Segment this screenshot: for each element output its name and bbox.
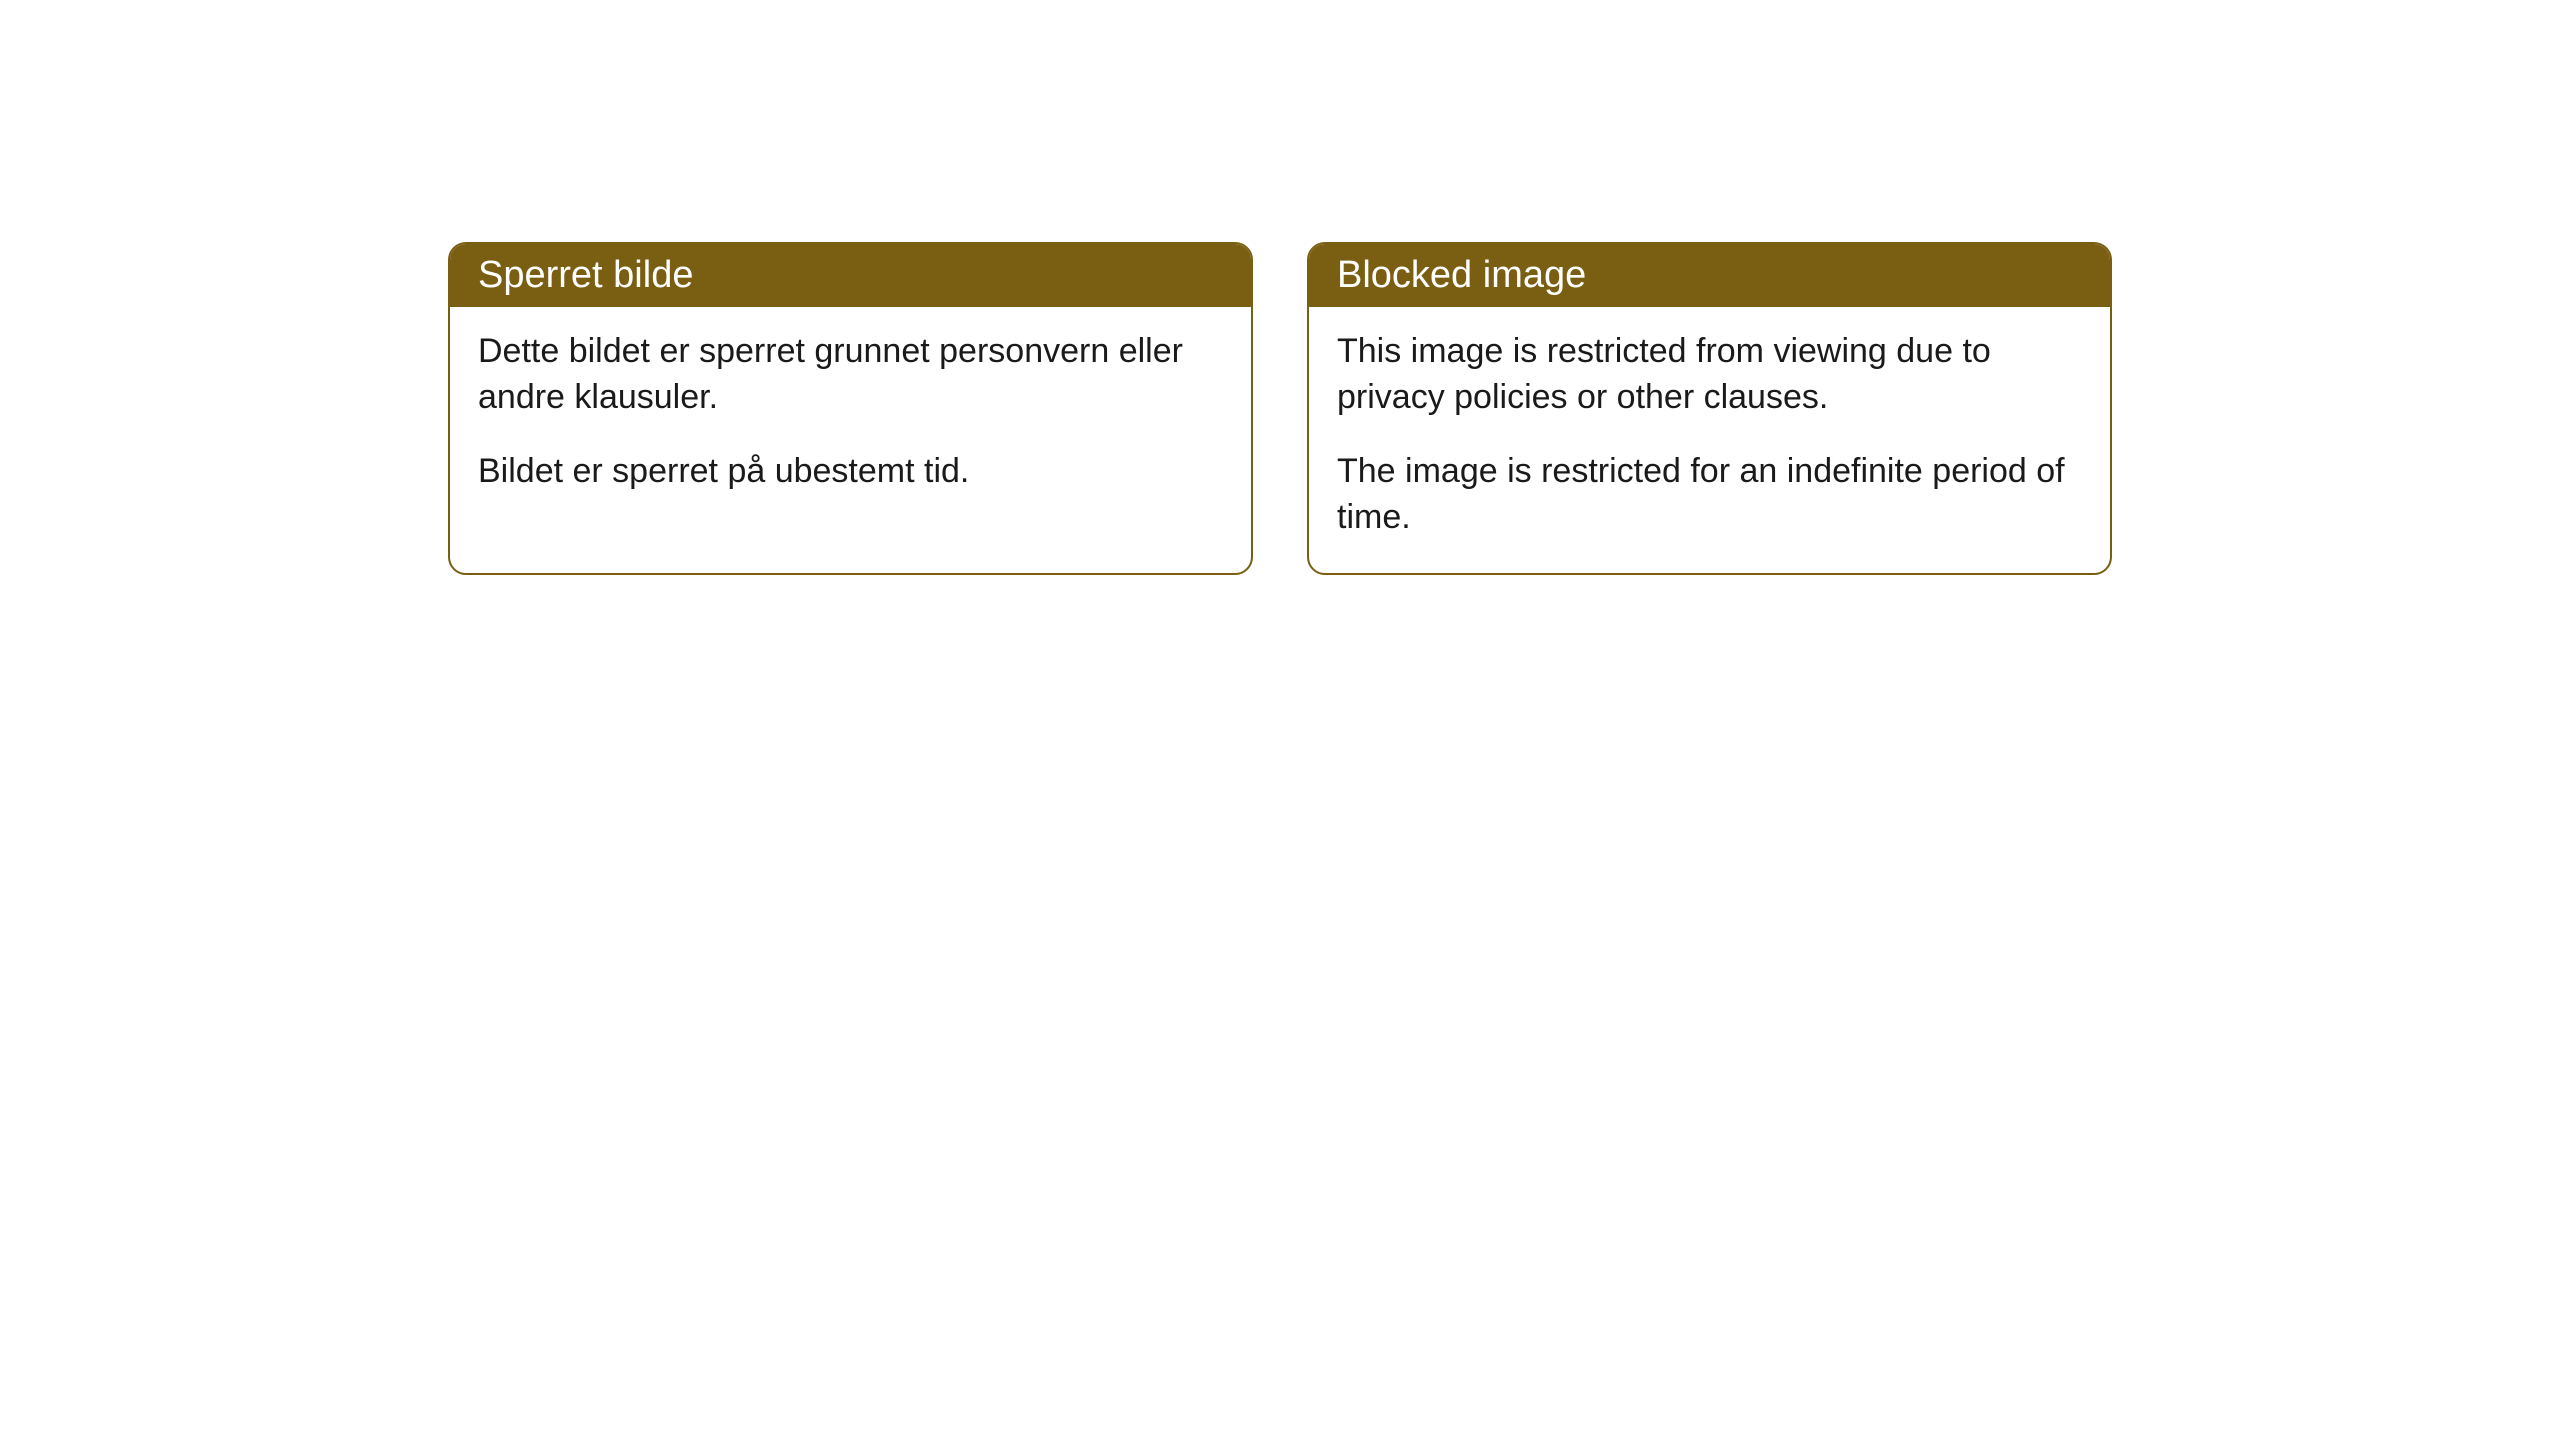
notice-text-1: This image is restricted from viewing du… [1337, 329, 2082, 421]
card-body-norwegian: Dette bildet er sperret grunnet personve… [450, 307, 1251, 527]
blocked-image-card-english: Blocked image This image is restricted f… [1307, 242, 2112, 575]
notice-container: Sperret bilde Dette bildet er sperret gr… [0, 0, 2560, 575]
card-title: Sperret bilde [478, 254, 693, 296]
blocked-image-card-norwegian: Sperret bilde Dette bildet er sperret gr… [448, 242, 1253, 575]
notice-text-2: Bildet er sperret på ubestemt tid. [478, 449, 1223, 495]
card-header-english: Blocked image [1309, 244, 2110, 307]
card-body-english: This image is restricted from viewing du… [1309, 307, 2110, 573]
notice-text-2: The image is restricted for an indefinit… [1337, 449, 2082, 541]
notice-text-1: Dette bildet er sperret grunnet personve… [478, 329, 1223, 421]
card-header-norwegian: Sperret bilde [450, 244, 1251, 307]
card-title: Blocked image [1337, 254, 1586, 296]
